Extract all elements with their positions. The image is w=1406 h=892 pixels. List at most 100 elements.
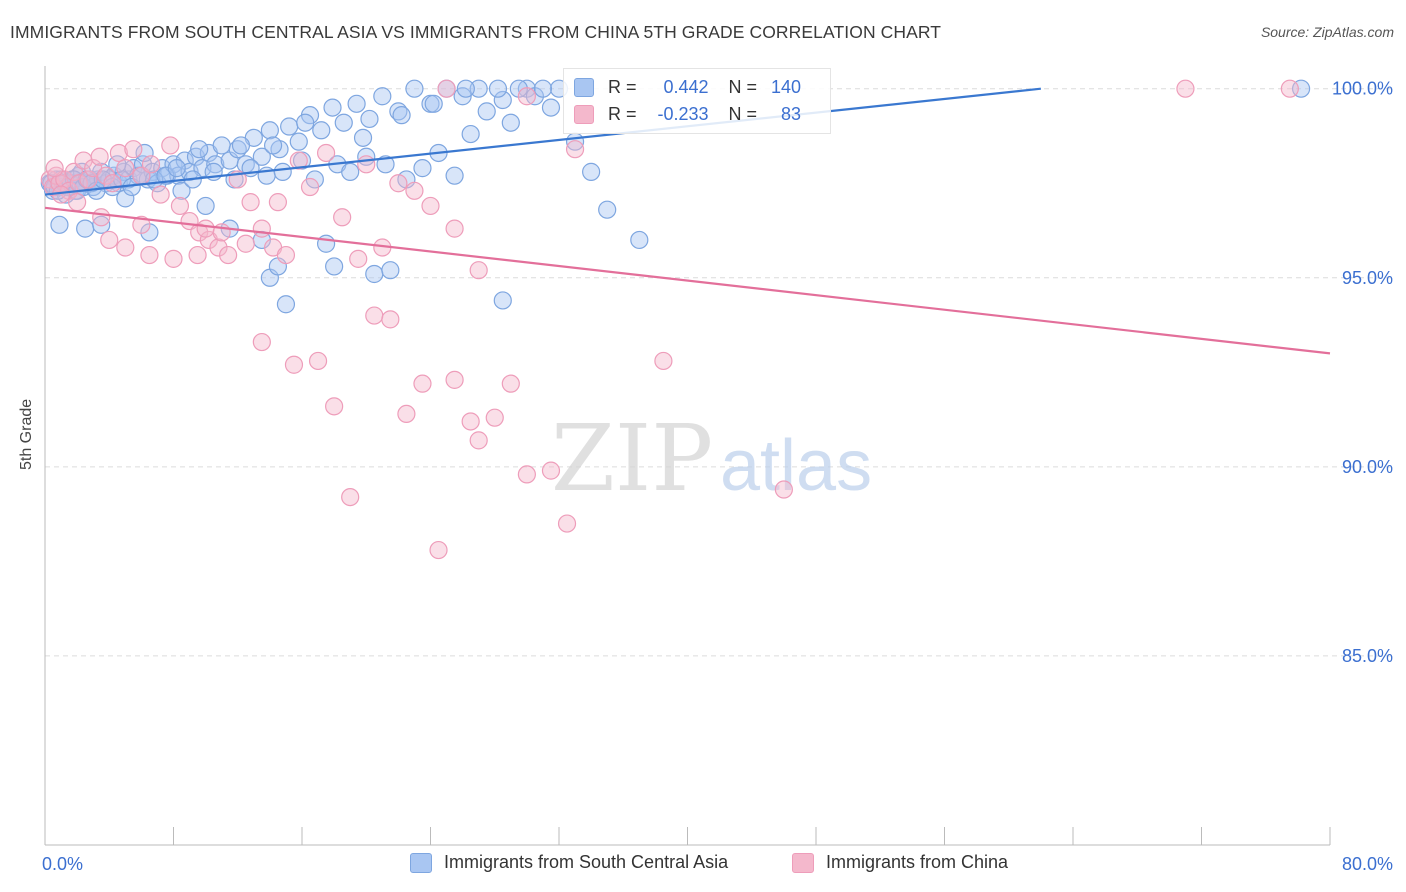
point-blue-43 <box>252 147 271 166</box>
point-blue-83 <box>630 230 649 250</box>
point-pink-64 <box>357 155 376 174</box>
point-blue-51 <box>334 113 353 132</box>
point-pink-68 <box>469 261 488 280</box>
point-blue-133 <box>296 113 315 132</box>
point-pink-66 <box>421 196 440 216</box>
point-pink-50 <box>461 412 480 431</box>
y-tick-label-100: 100.0% <box>1332 79 1393 99</box>
point-pink-9 <box>79 170 98 189</box>
point-blue-44 <box>260 121 279 140</box>
point-pink-59 <box>1176 79 1195 98</box>
point-blue-82 <box>493 291 512 310</box>
point-blue-124 <box>477 102 496 121</box>
point-pink-33 <box>140 245 159 265</box>
y-tick-label-85: 85.0% <box>1342 646 1393 666</box>
point-blue-130 <box>190 140 209 159</box>
point-blue-47 <box>289 132 308 151</box>
stats-r-label-2: R = <box>608 103 637 124</box>
point-pink-16 <box>124 140 143 159</box>
point-pink-53 <box>501 374 520 393</box>
point-blue-53 <box>360 109 379 129</box>
point-blue-137 <box>456 79 475 98</box>
point-pink-26 <box>219 245 238 265</box>
point-pink-65 <box>389 174 408 193</box>
point-pink-69 <box>333 208 352 227</box>
legend-label-pink: Immigrants from China <box>826 852 1009 872</box>
point-pink-14 <box>109 143 128 163</box>
point-blue-60 <box>469 79 488 98</box>
point-blue-122 <box>445 166 464 185</box>
point-pink-48 <box>429 540 448 560</box>
y-tick-label-95: 95.0% <box>1342 268 1393 288</box>
point-blue-71 <box>172 181 191 200</box>
point-blue-106 <box>167 159 186 178</box>
point-pink-77 <box>45 159 64 178</box>
point-blue-65 <box>582 162 601 181</box>
point-blue-116 <box>341 162 360 181</box>
y-tick-labels: 85.0% 90.0% 95.0% 100.0% <box>1332 79 1393 666</box>
point-blue-50 <box>323 98 342 117</box>
point-blue-68 <box>92 215 111 234</box>
point-blue-132 <box>263 136 283 155</box>
point-pink-78 <box>349 249 368 268</box>
point-blue-79 <box>325 257 344 276</box>
point-pink-63 <box>565 140 585 159</box>
point-pink-74 <box>68 193 87 212</box>
point-pink-45 <box>381 310 400 329</box>
point-blue-63 <box>541 98 561 117</box>
point-pink-72 <box>100 230 119 250</box>
stats-row-pink: R = -0.233 N = 83 <box>574 102 801 126</box>
point-pink-56 <box>557 514 577 533</box>
y-tick-label-90: 90.0% <box>1342 457 1393 477</box>
stats-box: R = 0.442 N = 140 R = -0.233 N = 83 <box>563 68 831 134</box>
legend-item-south-central-asia[interactable]: Immigrants from South Central Asia <box>410 852 728 873</box>
point-pink-18 <box>141 155 161 174</box>
stats-n-blue: 140 <box>770 76 802 97</box>
point-blue-67 <box>76 219 95 238</box>
point-blue-80 <box>365 264 384 284</box>
point-blue-141 <box>50 215 69 234</box>
y-axis-title: 5th Grade <box>18 398 35 470</box>
point-pink-39 <box>252 332 271 352</box>
point-pink-71 <box>268 193 288 212</box>
point-blue-61 <box>493 90 512 110</box>
point-pink-15 <box>116 159 135 178</box>
point-blue-120 <box>413 159 432 178</box>
point-pink-81 <box>316 143 336 163</box>
point-pink-80 <box>405 181 424 200</box>
point-pink-52 <box>485 408 504 427</box>
source-label: Source: ZipAtlas.com <box>1260 24 1394 40</box>
point-pink-12 <box>96 166 116 185</box>
stats-r-label: R = <box>608 76 637 97</box>
point-pink-44 <box>365 306 384 325</box>
point-blue-138 <box>488 79 508 98</box>
point-blue-78 <box>316 234 336 253</box>
point-pink-32 <box>116 238 135 257</box>
legend-swatch-blue <box>410 852 432 873</box>
point-pink-47 <box>413 374 432 393</box>
point-blue-56 <box>405 79 424 98</box>
point-blue-125 <box>501 113 520 132</box>
point-pink-55 <box>541 461 561 480</box>
point-blue-38 <box>212 136 231 155</box>
stats-n-label: N = <box>728 76 758 97</box>
point-pink-67 <box>445 219 464 238</box>
point-blue-72 <box>196 196 215 216</box>
series-china <box>40 79 1299 560</box>
point-pink-11 <box>90 147 109 166</box>
stats-swatch-pink <box>574 104 594 124</box>
axes <box>44 66 1331 846</box>
point-pink-54 <box>517 465 536 484</box>
watermark: ZIP atlas <box>551 405 872 512</box>
trend-line-blue <box>44 87 1041 196</box>
point-blue-135 <box>392 106 411 125</box>
point-blue-131 <box>231 136 251 155</box>
x-tick-label-max: 80.0% <box>1342 854 1393 874</box>
point-pink-40 <box>284 355 304 374</box>
point-pink-73 <box>132 215 151 234</box>
point-pink-60 <box>1280 79 1299 98</box>
x-tick-labels: 0.0% 80.0% <box>42 854 1393 874</box>
point-pink-75 <box>92 208 111 227</box>
legend-item-china[interactable]: Immigrants from China <box>792 852 1008 873</box>
